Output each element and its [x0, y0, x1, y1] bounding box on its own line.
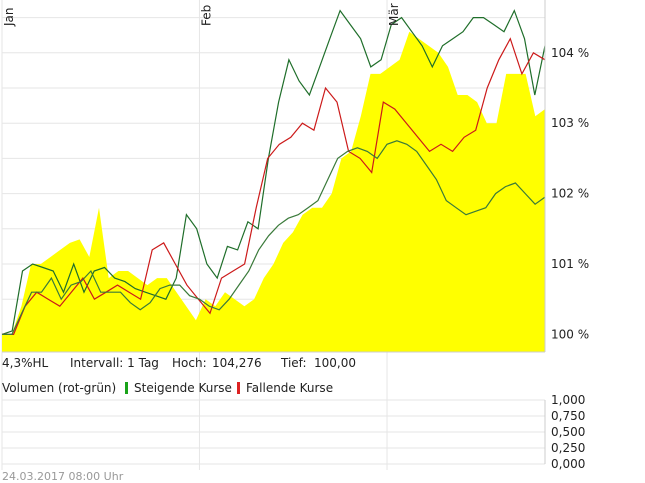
y-tick-label: 102 % [551, 187, 589, 201]
volume-tick-label: 1,000 [551, 393, 585, 407]
y-tick-label: 104 % [551, 46, 589, 60]
x-tick-label: Mär [387, 3, 401, 26]
timestamp: 24.03.2017 08:00 Uhr [2, 470, 124, 483]
rising-legend-swatch [125, 382, 128, 394]
falling-legend-label: Fallende Kurse [246, 381, 333, 395]
falling-legend-swatch [237, 382, 240, 394]
main-chart-series [1, 9, 546, 352]
rising-legend-label: Steigende Kurse [134, 381, 232, 395]
volume-tick-label: 0,750 [551, 409, 585, 423]
line-series-2 [2, 37, 546, 335]
low-value: 100,00 [314, 356, 356, 370]
low-label: Tief: [280, 356, 307, 370]
y-tick-label: 101 % [551, 257, 589, 271]
high-value: 104,276 [212, 356, 262, 370]
change-label: 4,3%HL [2, 356, 49, 370]
interval-label: Intervall: 1 Tag [70, 356, 159, 370]
volume-tick-label: 0,500 [551, 425, 585, 439]
x-tick-label: Jan [2, 8, 16, 28]
area-series [2, 31, 545, 352]
volume-tick-label: 0,000 [551, 457, 585, 471]
line-series-3 [2, 140, 546, 335]
volume-title: Volumen (rot-grün) [2, 381, 116, 395]
high-label: Hoch: [172, 356, 207, 370]
y-tick-label: 100 % [551, 327, 589, 341]
volume-chart-grid: 1,000 0,750 0,500 0,250 0,000 [2, 393, 585, 471]
x-tick-label: Feb [199, 5, 213, 26]
y-tick-label: 103 % [551, 116, 589, 130]
volume-tick-label: 0,250 [551, 441, 585, 455]
main-chart-axes: 100 % 101 % 102 % 103 % 104 % Jan Feb Mär [2, 0, 589, 353]
